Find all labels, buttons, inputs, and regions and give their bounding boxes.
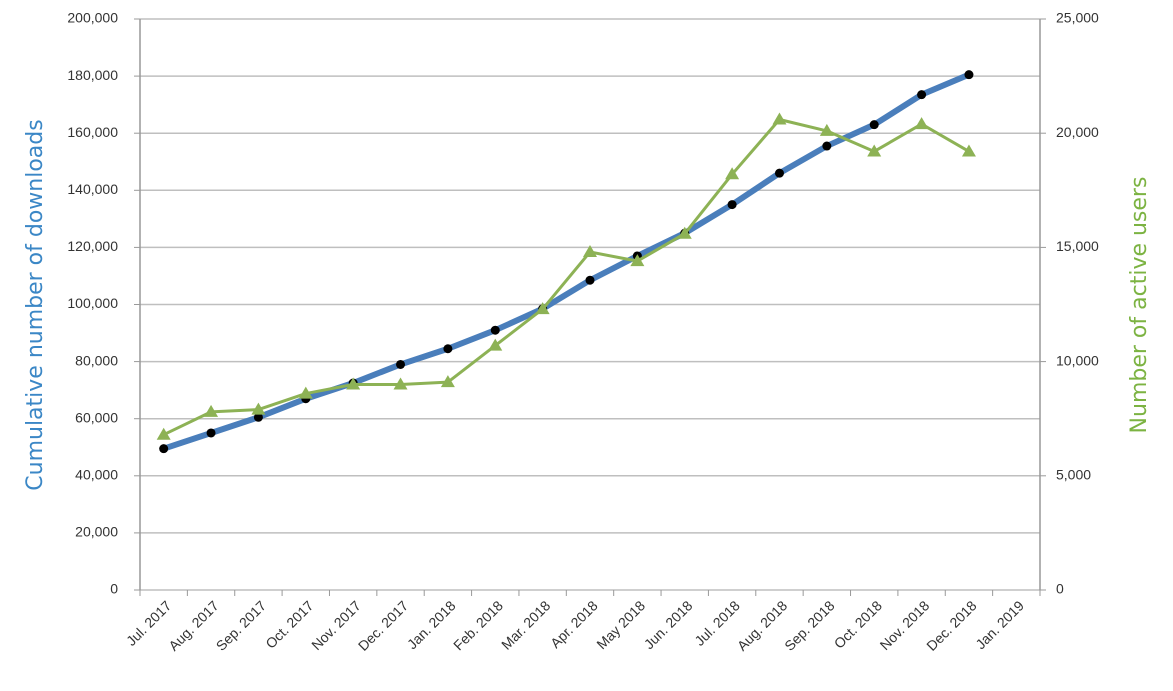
marker	[156, 427, 171, 440]
x-tick-label: Apr. 2018	[547, 597, 601, 651]
x-tick-label: Aug. 2018	[734, 597, 791, 654]
marker	[346, 377, 361, 390]
marker	[396, 359, 406, 369]
y2-tick-label: 25,000	[1056, 10, 1099, 26]
marker	[585, 275, 595, 285]
marker	[819, 123, 834, 136]
marker	[535, 302, 550, 315]
marker	[917, 90, 927, 100]
y-tick-label: 40,000	[75, 467, 118, 483]
x-tick-label: Feb. 2018	[450, 597, 506, 653]
marker	[206, 428, 216, 438]
x-tick-label: Dec. 2018	[923, 597, 980, 654]
marker	[204, 404, 219, 417]
y-tick-label: 180,000	[67, 67, 118, 83]
marker	[727, 200, 737, 210]
y-axis-title: Cumulative number of downloads	[23, 119, 48, 490]
marker	[822, 141, 832, 151]
y-tick-label: 100,000	[67, 295, 118, 311]
x-tick-label: Dec. 2017	[355, 597, 412, 654]
y-tick-label: 160,000	[67, 124, 118, 140]
x-tick-label: Mar. 2018	[498, 597, 553, 652]
marker	[961, 144, 976, 157]
y2-tick-label: 20,000	[1056, 124, 1099, 140]
marker	[774, 168, 784, 178]
x-tick-label: Jan. 2018	[404, 597, 459, 652]
y-tick-label: 0	[110, 581, 118, 597]
y-tick-label: 120,000	[67, 238, 118, 254]
x-tick-label: Jan. 2019	[972, 597, 1027, 652]
x-tick-label: May 2018	[593, 597, 648, 652]
y2-tick-label: 0	[1056, 581, 1064, 597]
marker	[630, 254, 645, 267]
x-tick-label: Jun. 2018	[641, 597, 696, 652]
marker	[490, 325, 500, 335]
marker	[488, 338, 503, 351]
marker	[159, 444, 169, 454]
marker	[867, 144, 882, 157]
y2-tick-label: 15,000	[1056, 238, 1099, 254]
marker	[869, 120, 879, 130]
marker	[772, 112, 787, 125]
marker	[251, 402, 266, 415]
marker	[583, 244, 597, 257]
y2-axis-title: Number of active users	[1127, 177, 1152, 434]
x-tick-label: Sep. 2018	[781, 597, 838, 654]
x-tick-label: Sep. 2017	[213, 597, 270, 654]
marker	[725, 167, 740, 180]
y-tick-label: 140,000	[67, 181, 118, 197]
series-line	[163, 117, 970, 437]
y2-tick-label: 5,000	[1056, 467, 1091, 483]
marker	[298, 386, 313, 399]
marker	[677, 226, 692, 239]
marker	[914, 117, 929, 130]
x-tick-label: Aug. 2017	[165, 597, 222, 654]
y2-tick-label: 10,000	[1056, 352, 1099, 368]
marker	[443, 344, 453, 354]
y-tick-label: 80,000	[75, 352, 118, 368]
marker	[393, 377, 408, 390]
marker	[440, 375, 455, 388]
series-line	[162, 71, 971, 452]
marker	[253, 412, 263, 422]
y-tick-label: 60,000	[75, 409, 118, 425]
marker	[964, 70, 974, 80]
y-tick-label: 200,000	[67, 10, 118, 26]
y-tick-label: 20,000	[75, 524, 118, 540]
